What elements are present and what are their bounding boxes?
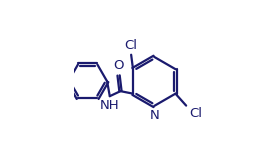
Text: NH: NH <box>100 99 120 112</box>
Text: Cl: Cl <box>125 40 138 52</box>
Text: N: N <box>149 109 159 122</box>
Text: O: O <box>113 59 124 72</box>
Text: Cl: Cl <box>189 107 202 120</box>
